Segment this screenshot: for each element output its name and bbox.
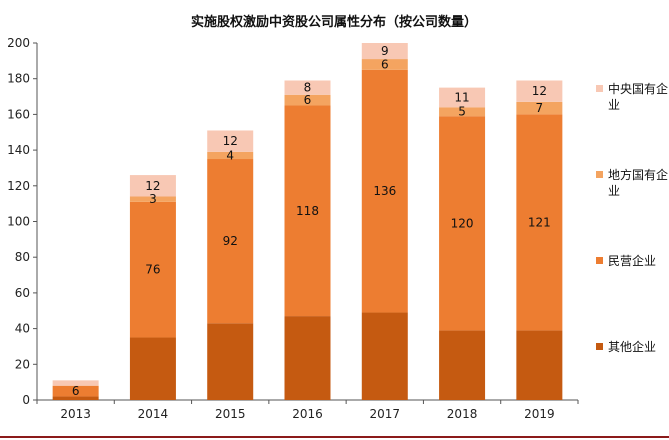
data-label: 9 (381, 44, 389, 58)
data-label: 4 (226, 148, 234, 162)
bar-segment (207, 151, 254, 160)
bar-segment (361, 59, 408, 70)
data-label: 3 (149, 192, 157, 206)
y-tick-label: 60 (15, 286, 30, 300)
bar-segment (439, 107, 486, 117)
bar-segment (284, 80, 331, 95)
data-label: 136 (373, 184, 396, 198)
y-tick-label: 160 (7, 107, 30, 121)
legend-swatch (596, 85, 603, 92)
bar-segment (52, 385, 99, 397)
bar-segment (52, 380, 99, 386)
bar-segment (129, 175, 176, 197)
legend-label: 中央国有企业 (608, 81, 668, 112)
y-tick-label: 40 (15, 322, 30, 336)
y-tick-label: 180 (7, 72, 30, 86)
legend-label: 民营企业 (608, 253, 656, 268)
y-tick-label: 100 (7, 215, 30, 229)
bar-segment (207, 323, 254, 400)
x-tick-label: 2013 (60, 407, 91, 421)
chart-title: 实施股权激励中资股公司属性分布（按公司数量） (191, 14, 477, 30)
data-label: 92 (223, 234, 238, 248)
legend-swatch (596, 171, 603, 178)
bar-segment (284, 94, 331, 106)
bar-segment (129, 196, 176, 202)
data-label: 12 (532, 84, 547, 98)
data-label: 121 (528, 215, 551, 229)
bar-segment (516, 330, 563, 400)
y-tick-label: 120 (7, 179, 30, 193)
bar-segment (361, 43, 408, 60)
bar-segment (361, 312, 408, 400)
bar-segment (516, 114, 563, 331)
legend-swatch (596, 343, 603, 350)
bar-segment (284, 316, 331, 400)
bar-segment (129, 201, 176, 338)
data-label: 6 (304, 93, 312, 107)
bar-segment (207, 130, 254, 152)
bar-segment (129, 337, 176, 400)
x-tick-label: 2017 (370, 407, 401, 421)
data-label: 118 (296, 204, 319, 218)
bar-segment (516, 101, 563, 115)
chart-bars (52, 43, 563, 400)
x-tick-label: 2019 (524, 407, 555, 421)
bar-segment (361, 69, 408, 313)
chart-axes: 0 20 40 60 80 100 120 140 160 180 200 2013 2014 2015 2… (7, 36, 579, 421)
legend-swatch (596, 257, 603, 264)
data-label: 120 (451, 216, 474, 230)
x-tick-label: 2014 (138, 407, 169, 421)
data-label: 12 (145, 179, 160, 193)
bar-segment (284, 105, 331, 317)
y-tick-label: 0 (22, 393, 30, 407)
y-tick-label: 140 (7, 143, 30, 157)
data-label: 7 (536, 101, 544, 115)
data-label: 6 (381, 57, 389, 71)
data-label: 12 (223, 134, 238, 148)
data-label: 5 (458, 105, 466, 119)
y-tick-label: 20 (15, 357, 30, 371)
bottom-rule (0, 436, 669, 438)
bar-segment (52, 396, 99, 400)
bar-segment (207, 159, 254, 324)
bar-segment (439, 116, 486, 331)
data-label: 76 (145, 263, 160, 277)
data-label: 6 (72, 384, 80, 398)
y-tick-label: 80 (15, 250, 30, 264)
legend-label: 地方国有企业 (608, 167, 668, 198)
bar-segment (439, 330, 486, 400)
bar-segment (516, 80, 563, 102)
x-tick-label: 2016 (292, 407, 323, 421)
y-tick-label: 200 (7, 36, 30, 50)
data-label: 8 (304, 81, 312, 95)
data-label: 11 (454, 90, 469, 104)
x-tick-label: 2018 (447, 407, 478, 421)
legend-label: 其他企业 (608, 339, 656, 354)
x-tick-label: 2015 (215, 407, 246, 421)
bar-segment (439, 87, 486, 108)
